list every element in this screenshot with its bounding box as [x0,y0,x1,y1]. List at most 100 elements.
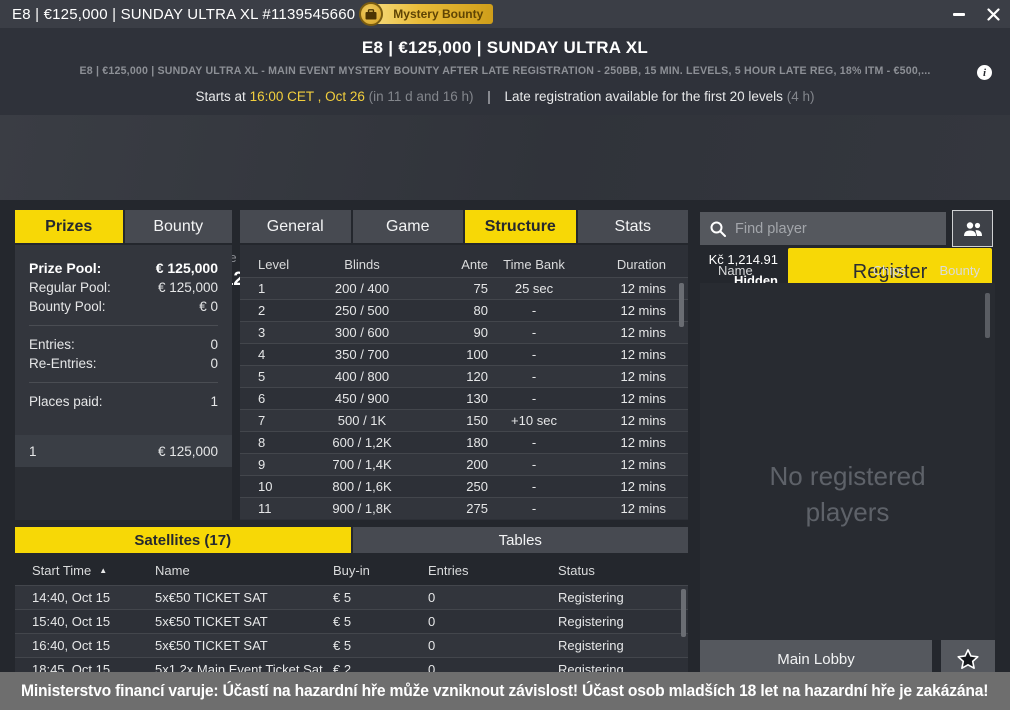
briefcase-icon [359,2,384,26]
star-icon [957,649,979,669]
bounty-pool-label: Bounty Pool: [29,299,106,314]
structure-row: 8 600 / 1,2K 180-12 mins [240,431,688,453]
col-sat-status[interactable]: Status [558,562,595,578]
places-paid-label: Places paid: [29,394,103,409]
structure-row: 7 500 / 1K 150 +10 sec 12 mins [240,409,688,431]
friends-filter-button[interactable] [952,210,993,247]
structure-row: 9 700 / 1,4K 200-12 mins [240,453,688,475]
col-chips: Chips [872,262,906,278]
entries-count-value: 0 [210,337,218,352]
tab-stats[interactable]: Stats [577,210,688,243]
sort-ascending-icon: ▲ [99,565,108,575]
payout-row: 1 € 125,000 [15,435,232,467]
players-icon [963,221,982,236]
satellites-table-header: Start Time ▲ Name Buy-in Entries Status [15,555,688,585]
structure-table: Level Blinds Ante Time Bank Duration 1 20… [240,245,688,520]
find-player-input[interactable] [735,220,936,237]
players-scrollbar[interactable] [985,293,990,338]
warning-text: Ministerstvo financí varuje: Účastí na h… [21,681,989,700]
tab-bounty[interactable]: Bounty [124,210,232,243]
minimize-button[interactable] [942,0,976,28]
tournament-title: E8 | €125,000 | SUNDAY ULTRA XL [361,38,649,57]
bounty-pool-value: € 0 [199,299,218,314]
player-search-box[interactable] [700,212,946,245]
tab-tables[interactable]: Tables [352,527,688,553]
col-sat-name[interactable]: Name [155,562,190,578]
reentries-label: Re-Entries: [29,356,97,371]
tab-satellites[interactable]: Satellites (17) [15,527,351,553]
entries-count-label: Entries: [29,337,75,352]
search-icon [710,221,726,237]
responsible-gaming-warning-bar: Ministerstvo financí varuje: Účastí na h… [0,672,1010,710]
prize-pool-label: Prize Pool: [29,260,102,276]
late-reg-duration: (4 h) [786,89,815,104]
divider [29,325,218,326]
satellites-panel: Satellites (17) Tables Start Time ▲ Name… [15,527,688,672]
places-paid-value: 1 [210,394,218,409]
subtitle-info-icon[interactable]: i [977,65,992,80]
players-panel: Name Chips Bounty No registered players … [700,210,995,678]
structure-row: 11 900 / 1,8K 275-12 mins [240,497,688,519]
start-time-value: 16:00 CET , Oct 26 [249,89,365,104]
starts-prefix: Starts at [195,89,246,104]
minimize-icon [953,12,965,16]
prizes-panel: Prizes Bounty Prize Pool: € 125,000 Regu… [15,210,232,520]
close-icon [986,7,1000,21]
close-button[interactable] [976,0,1010,28]
mystery-bounty-label: Mystery Bounty [393,7,484,21]
col-sat-buyin[interactable]: Buy-in [333,562,370,578]
status-bar: Status Registering Prize € 125,000 Entri… [0,115,1010,302]
main-lobby-button[interactable]: Main Lobby [700,640,932,678]
structure-row: 4 350 / 700 100-12 mins [240,343,688,365]
tournament-header: E8 | €125,000 | SUNDAY ULTRA XL E8 | €12… [0,28,1010,115]
satellite-row[interactable]: 18:45, Oct 15 5x1,2x Main Event Ticket S… [15,657,688,672]
satellite-row[interactable]: 15:40, Oct 15 5x€50 TICKET SAT € 5 0 Reg… [15,609,688,633]
players-list: No registered players [700,283,995,640]
col-bounty: Bounty [939,262,980,278]
divider [29,382,218,383]
structure-scrollbar[interactable] [679,283,684,513]
structure-row: 1 200 / 400 75 25 sec 12 mins [240,277,688,299]
late-reg-text: Late registration available for the firs… [504,89,783,104]
window-title: E8 | €125,000 | SUNDAY ULTRA XL #1139545… [12,5,356,23]
structure-row: 6 450 / 900 130-12 mins [240,387,688,409]
mystery-bounty-badge: Mystery Bounty [359,2,494,26]
start-time-line: Starts at 16:00 CET , Oct 26 (in 11 d an… [0,89,1010,104]
col-duration: Duration [616,256,666,272]
tab-structure[interactable]: Structure [465,210,576,243]
info-panel: General Game Structure Stats Level Blind… [240,210,688,520]
divider-pipe: | [487,89,491,104]
col-sat-entries[interactable]: Entries [428,562,469,578]
structure-row: 3 300 / 600 90-12 mins [240,321,688,343]
tab-general[interactable]: General [240,210,351,243]
col-blinds: Blinds [344,256,380,272]
empty-players-message: No registered players [769,461,926,527]
start-countdown: (in 11 d and 16 h) [368,89,474,104]
col-time-bank: Time Bank [503,256,565,272]
col-level: Level [258,256,290,272]
col-name: Name [718,262,753,278]
prize-pool-value: € 125,000 [155,260,218,276]
col-ante: Ante [461,256,488,272]
players-table-header: Name Chips Bounty [700,257,980,283]
tab-prizes[interactable]: Prizes [15,210,123,243]
payout-place: 1 [29,443,37,459]
regular-pool-label: Regular Pool: [29,280,111,295]
satellites-scrollbar[interactable] [681,589,686,659]
satellite-row[interactable]: 16:40, Oct 15 5x€50 TICKET SAT € 5 0 Reg… [15,633,688,657]
structure-row: 10 800 / 1,6K 250-12 mins [240,475,688,497]
payout-amount: € 125,000 [157,443,218,459]
tournament-subtitle: E8 | €125,000 | SUNDAY ULTRA XL - MAIN E… [79,65,931,77]
reentries-value: 0 [210,356,218,371]
satellite-row[interactable]: 14:40, Oct 15 5x€50 TICKET SAT € 5 0 Reg… [15,585,688,609]
structure-row: 2 250 / 500 80-12 mins [240,299,688,321]
title-bar: E8 | €125,000 | SUNDAY ULTRA XL #1139545… [0,0,1010,28]
tab-game[interactable]: Game [352,210,463,243]
favorite-button[interactable] [941,640,995,678]
regular-pool-value: € 125,000 [157,280,218,295]
structure-table-header: Level Blinds Ante Time Bank Duration [240,251,688,277]
structure-row: 5 400 / 800 120-12 mins [240,365,688,387]
col-start-time[interactable]: Start Time [32,562,92,578]
cost-value: Kč 1,214.91 [708,252,778,267]
